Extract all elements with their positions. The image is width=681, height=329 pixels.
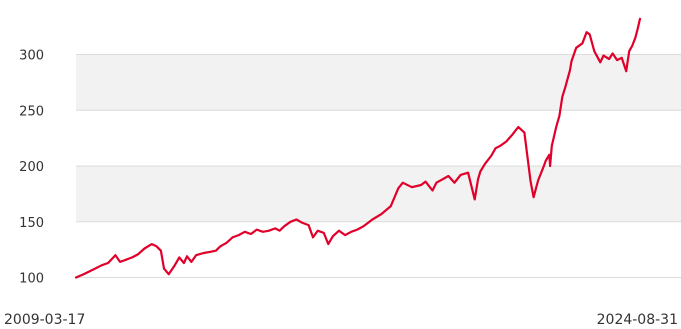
background-bands (76, 54, 681, 222)
grid-band-250-300 (76, 54, 681, 111)
y-tick-label-100: 100 (19, 272, 44, 287)
series-line-0 (74, 17, 642, 279)
y-axis-tick-labels: 100 150 200 250 300 (19, 49, 44, 287)
x-axis-tick-labels: 2009-03-17 2024-08-31 (4, 312, 678, 328)
y-tick-label-250: 250 (19, 104, 44, 119)
x-tick-label-end: 2024-08-31 (597, 312, 678, 328)
y-tick-label-150: 150 (19, 216, 44, 231)
gridlines (76, 54, 681, 278)
series-lines (74, 17, 642, 279)
x-tick-label-start: 2009-03-17 (4, 312, 85, 328)
y-tick-label-300: 300 (19, 49, 44, 64)
y-tick-label-200: 200 (19, 160, 44, 175)
grid-band-150-200 (76, 166, 681, 222)
